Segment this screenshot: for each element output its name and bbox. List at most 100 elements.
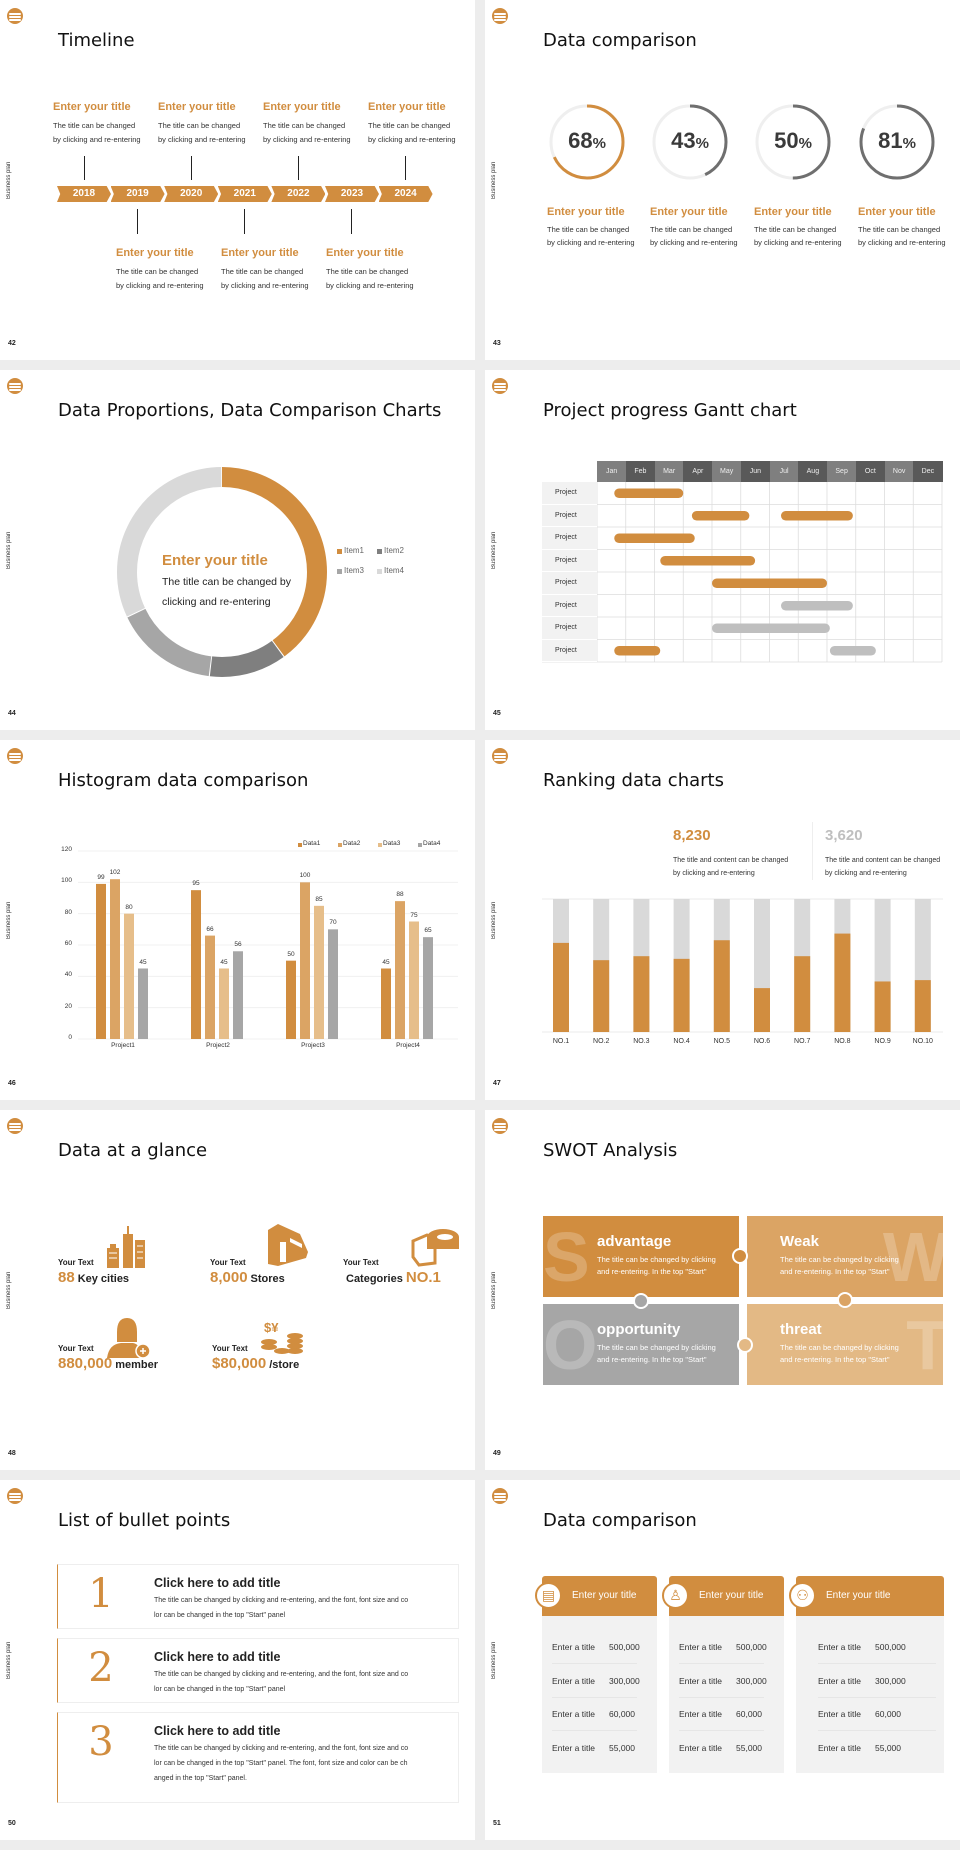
ranking-chart	[542, 898, 943, 1033]
swot-title: Weak	[780, 1233, 819, 1250]
connector-line	[244, 209, 245, 234]
bar-value	[673, 958, 690, 1032]
bar-value	[633, 956, 650, 1032]
slide-title: Project progress Gantt chart	[543, 400, 797, 421]
year-segment[interactable]: 2022	[271, 186, 326, 202]
row-label: Enter a title	[679, 1742, 722, 1753]
slide-45[interactable]: Business plan 45 Project progress Gantt ch…	[485, 370, 960, 730]
page-number: 43	[493, 340, 501, 347]
year-segment[interactable]: 2024	[378, 186, 433, 202]
swot-letter: T	[906, 1306, 943, 1384]
year-segment[interactable]: 2020	[164, 186, 219, 202]
slide-46[interactable]: Business plan 46 Histogram data comparison…	[0, 740, 475, 1100]
timeline-item-title[interactable]: Enter your title	[53, 101, 131, 113]
slide-title: Timeline	[58, 30, 135, 51]
row-divider	[552, 1663, 637, 1664]
bullet-desc: lor can be changed in the top "Start" pa…	[154, 1760, 408, 1767]
legend-label: Item3	[344, 566, 365, 575]
y-tick-label: 60	[64, 940, 72, 947]
bullet-title: Click here to add title	[154, 1576, 281, 1590]
gauge-title[interactable]: Enter your title	[650, 206, 728, 218]
swot-desc: and re-entering. In the top "Start"	[780, 1267, 890, 1276]
gauge-value: 81%	[857, 128, 937, 154]
timeline-item-title[interactable]: Enter your title	[368, 101, 446, 113]
logo-icon	[7, 748, 23, 764]
bullet-desc: anged in the top "Start" panel.	[154, 1775, 247, 1782]
bullet-item[interactable]: 3 Click here to add title The title can be…	[57, 1712, 459, 1803]
stat-divider	[812, 822, 813, 880]
slide-43[interactable]: Business plan 43 Data comparison 68% Enter y…	[485, 0, 960, 360]
slide-51[interactable]: Business plan 51 Data comparison Enter your…	[485, 1480, 960, 1840]
center-title[interactable]: Enter your title	[162, 552, 268, 569]
slide-48[interactable]: Business plan 48 Data at a glance Your Text…	[0, 1110, 475, 1470]
bullet-item[interactable]: 1 Click here to add title The title can be…	[57, 1564, 459, 1629]
gauge-title[interactable]: Enter your title	[754, 206, 832, 218]
year-segment[interactable]: 2018	[57, 186, 111, 202]
row-divider	[679, 1663, 764, 1664]
bullet-item[interactable]: 2 Click here to add title The title can be…	[57, 1638, 459, 1703]
data-label: 100	[299, 872, 311, 880]
card-header[interactable]: Enter your title	[796, 1576, 944, 1616]
year-segment[interactable]: 2021	[217, 186, 272, 202]
timeline-item-title[interactable]: Enter your title	[326, 247, 404, 259]
row-divider	[818, 1730, 936, 1731]
gantt-grid	[542, 482, 943, 663]
connector-line	[405, 156, 406, 180]
slide-44[interactable]: Business plan 44 Data Proportions, Data Co…	[0, 370, 475, 730]
row-value: 60,000	[736, 1709, 762, 1719]
timeline-item-title[interactable]: Enter your title	[221, 247, 299, 259]
stat-value: 8,230	[673, 827, 711, 844]
connector-line	[84, 156, 85, 180]
gantt-bar	[829, 646, 876, 656]
gauge-number: 50	[774, 128, 799, 153]
timeline-item-title[interactable]: Enter your title	[158, 101, 236, 113]
timeline-item-desc: by clicking and re-entering	[368, 135, 456, 144]
x-tick-label: NO.10	[912, 1038, 933, 1045]
data-label: 50	[287, 950, 295, 958]
bar-data4	[138, 968, 148, 1039]
bullet-number: 2	[88, 1645, 114, 1691]
row-divider	[552, 1730, 637, 1731]
swot-letter: O	[543, 1306, 598, 1384]
swot-quadrant-weak[interactable]: W Weak The title can be changed by clickin…	[747, 1216, 943, 1297]
card-body	[669, 1616, 784, 1773]
timeline-item-desc: by clicking and re-entering	[326, 281, 414, 290]
gauge-title[interactable]: Enter your title	[858, 206, 936, 218]
logo-icon	[492, 1118, 508, 1134]
bullet-number: 1	[88, 1571, 114, 1617]
year-segment[interactable]: 2019	[110, 186, 165, 202]
slide-50[interactable]: Business plan 50 List of bullet points 1 Cli…	[0, 1480, 475, 1840]
gauge-title[interactable]: Enter your title	[547, 206, 625, 218]
gantt-bar	[781, 511, 853, 521]
legend-swatch	[377, 549, 382, 554]
timeline-item-title[interactable]: Enter your title	[116, 247, 194, 259]
timeline-item-desc: The title can be changed	[221, 267, 304, 276]
gantt-month-header: Dec	[913, 461, 943, 482]
year-segment[interactable]: 2023	[325, 186, 379, 202]
legend-label: Data1	[303, 840, 321, 847]
bullet-desc: The title can be changed by clicking and…	[154, 1671, 409, 1678]
gantt-month-header: Apr	[683, 461, 713, 482]
page-number: 48	[8, 1450, 16, 1457]
timeline-item-title[interactable]: Enter your title	[263, 101, 341, 113]
slide-47[interactable]: Business plan 47 Ranking data charts 8,230 T…	[485, 740, 960, 1100]
gantt-month-header: May	[712, 461, 742, 482]
side-label: Business plan	[6, 1271, 12, 1309]
timeline-item-desc: by clicking and re-entering	[263, 135, 351, 144]
donut-slice-item1	[117, 467, 327, 677]
bar-data2	[395, 901, 405, 1039]
contact-card-icon: ▤	[535, 1582, 562, 1609]
y-tick-label: 120	[61, 846, 72, 853]
stat-unit: Categories	[346, 1273, 403, 1285]
logo-icon	[7, 1118, 23, 1134]
slide-42[interactable]: Business plan 42 Timeline 2018 2019 2020 2021 2…	[0, 0, 475, 360]
x-tick-label: Project1	[111, 1042, 135, 1049]
legend-label: Data2	[343, 840, 361, 847]
x-tick-label: NO.5	[713, 1038, 730, 1045]
stat-desc: by clicking and re-entering	[825, 870, 907, 877]
slide-title: Histogram data comparison	[58, 770, 309, 791]
